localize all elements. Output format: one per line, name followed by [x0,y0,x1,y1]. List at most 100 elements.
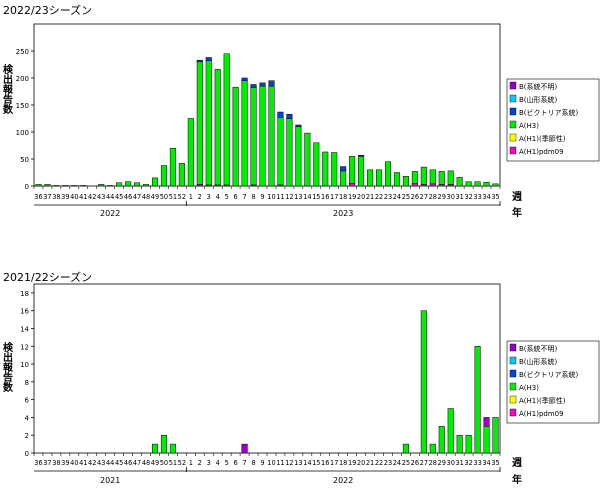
y-tick-label: 200 [16,75,29,83]
x-tick-label: 37 [43,193,51,201]
bar-segment [223,53,230,186]
bar-segment [259,85,266,187]
x-tick-label: 17 [330,459,338,467]
bar-segment [384,161,392,187]
x-tick-label: 17 [330,193,338,201]
bar-segment [483,426,490,454]
bar-segment [474,346,481,454]
x-tick-label: 6 [234,459,238,467]
legend-swatch [509,133,517,142]
x-tick-label: 48 [142,459,150,467]
bar-segment [232,86,239,187]
legend-box [506,340,600,424]
x-tick-label: 9 [260,459,264,467]
x-tick-label: 34 [482,193,490,201]
x-tick-label: 32 [464,459,472,467]
bar-segment [393,172,400,187]
bar-segment [492,417,499,454]
legend-swatch [509,382,517,391]
bar-segment [205,60,212,186]
y-tick-label: 6 [25,397,30,405]
y-tick-label: 10 [20,361,29,369]
x-axis-year-label: 年 [512,473,522,486]
x-tick-label: 14 [303,193,311,201]
bar-segment [367,169,374,187]
x-tick-label: 28 [429,459,437,467]
legend-entry: B(ビクトリア系統) [519,370,579,379]
legend-swatch [509,343,517,352]
x-tick-label: 48 [142,193,150,201]
x-tick-label: 39 [61,193,69,201]
x-tick-label: 9 [260,193,264,201]
x-tick-label: 29 [438,459,446,467]
legend-swatch [509,146,517,155]
x-axis-year-label: 年 [512,206,522,219]
bar-segment [420,310,427,454]
legend-entry: B(ビクトリア系統) [519,108,579,117]
bar-segment [259,82,266,87]
x-tick-label: 30 [447,459,455,467]
legend-entry: A(H1)pdm09 [519,148,564,156]
x-tick-label: 36 [34,193,42,201]
x-tick-label: 1 [189,459,193,467]
x-tick-label: 15 [312,193,320,201]
x-tick-label: 34 [482,459,490,467]
bar-segment [250,87,257,186]
bar-segment [322,151,329,187]
x-tick-label: 11 [276,193,284,201]
bar-segment [98,184,105,187]
x-tick-label: 26 [411,193,419,201]
y-tick-label: 100 [16,129,29,137]
bar-segment [142,184,150,187]
bar-segment [80,185,87,187]
x-tick-label: 3 [207,193,211,201]
bar-segment [196,61,203,185]
x-tick-label: 16 [321,459,329,467]
x-tick-label: 4 [216,459,220,467]
x-tick-label: 19 [348,459,356,467]
plot-area [33,283,501,454]
y-tick-label: 0 [25,450,29,458]
y-tick-label: 18 [20,290,29,298]
x-tick-label: 8 [251,193,255,201]
bar-segment [35,184,42,187]
y-tick-label: 0 [25,183,29,191]
x-tick-label: 3 [207,459,211,467]
bar-segment [196,59,203,63]
legend-swatch [509,395,517,404]
year-label: 2021 [100,476,120,485]
legend-entry: B(山形系統) [519,95,558,104]
x-tick-label: 4 [216,193,220,201]
x-tick-label: 10 [267,193,275,201]
x-tick-label: 42 [88,193,96,201]
y-tick-label: 14 [20,325,29,333]
x-tick-label: 47 [133,193,141,201]
legend: B(系統不明) B(山形系統) B(ビクトリア系統) A(H3) A(H1)(季節性) A… [506,78,600,162]
x-tick-label: 16 [321,193,329,201]
x-tick-label: 22 [375,193,383,201]
legend: B(系統不明) B(山形系統) B(ビクトリア系統) A(H3) A(H1)(季節性) A… [506,340,600,424]
x-tick-label: 7 [242,193,246,201]
x-tick-label: 50 [160,193,168,201]
bar-segment [447,170,454,185]
year-label: 2022 [100,209,120,218]
x-tick-label: 50 [160,459,168,467]
bar-segment [53,185,60,187]
x-tick-label: 52 [178,193,186,201]
legend-swatch [509,120,517,129]
year-label: 2022 [333,476,353,485]
x-tick-label: 40 [70,193,78,201]
y-tick-label: 2 [25,432,29,440]
bar-segment [340,166,347,172]
plot-area [33,23,501,187]
x-tick-label: 28 [429,193,437,201]
x-tick-label: 38 [52,193,60,201]
x-tick-label: 27 [420,193,428,201]
bar-segment [375,169,383,187]
x-tick-label: 7 [242,459,246,467]
x-tick-label: 12 [285,193,293,201]
legend-entry: A(H1)(季節性) [519,396,566,405]
bar-segment [277,117,284,186]
